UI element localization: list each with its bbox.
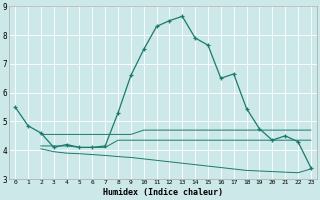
X-axis label: Humidex (Indice chaleur): Humidex (Indice chaleur) bbox=[103, 188, 223, 197]
